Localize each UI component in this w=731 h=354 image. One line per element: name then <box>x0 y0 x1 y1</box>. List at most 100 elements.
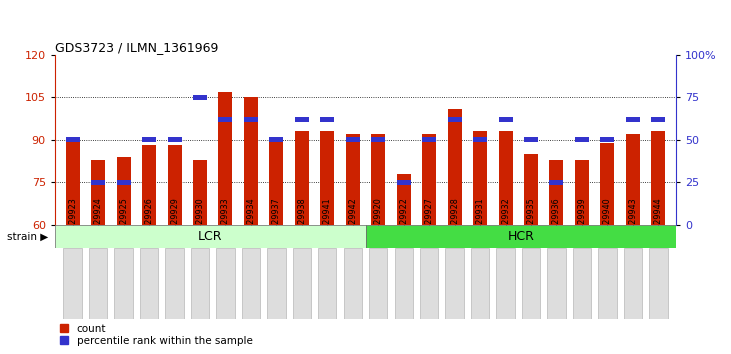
Bar <box>116 180 131 185</box>
Text: GSM429927: GSM429927 <box>425 198 433 246</box>
Bar <box>624 248 642 319</box>
Legend: count, percentile rank within the sample: count, percentile rank within the sample <box>60 324 253 346</box>
Bar <box>242 248 260 319</box>
Text: GSM429929: GSM429929 <box>170 198 179 246</box>
Text: GSM429937: GSM429937 <box>272 198 281 246</box>
Bar <box>55 225 366 248</box>
Bar <box>318 248 336 319</box>
Text: GSM429938: GSM429938 <box>298 198 306 246</box>
Bar <box>115 248 133 319</box>
Bar <box>395 248 413 319</box>
Bar <box>191 248 209 319</box>
Bar <box>142 145 156 225</box>
Bar <box>366 225 676 248</box>
Text: GSM429936: GSM429936 <box>552 198 561 246</box>
Bar <box>626 134 640 225</box>
Bar <box>397 174 411 225</box>
Text: LCR: LCR <box>198 230 222 243</box>
Text: GSM429922: GSM429922 <box>399 198 408 246</box>
Bar <box>371 137 385 142</box>
Bar <box>244 117 258 122</box>
Bar <box>91 180 105 185</box>
Bar <box>499 131 512 225</box>
Bar <box>600 143 615 225</box>
Text: GSM429934: GSM429934 <box>246 198 255 246</box>
Bar <box>573 248 591 319</box>
Text: GSM429925: GSM429925 <box>119 198 128 246</box>
Bar <box>524 154 538 225</box>
Bar <box>473 131 487 225</box>
Bar <box>193 160 207 225</box>
Text: GSM429932: GSM429932 <box>501 198 510 246</box>
Bar <box>346 134 360 225</box>
Text: GDS3723 / ILMN_1361969: GDS3723 / ILMN_1361969 <box>55 41 218 54</box>
Bar <box>344 248 362 319</box>
Bar <box>219 117 232 122</box>
Bar <box>269 137 284 142</box>
Bar <box>295 117 308 122</box>
Bar <box>244 97 258 225</box>
Text: GSM429931: GSM429931 <box>476 198 485 246</box>
Bar <box>268 248 286 319</box>
Bar <box>445 248 463 319</box>
Bar <box>499 117 512 122</box>
Text: GSM429933: GSM429933 <box>221 198 230 246</box>
Bar <box>473 137 487 142</box>
Bar <box>66 137 80 142</box>
Bar <box>369 248 387 319</box>
Bar <box>524 137 538 142</box>
Bar <box>346 137 360 142</box>
Bar <box>216 248 235 319</box>
Bar <box>649 248 667 319</box>
Bar <box>598 248 616 319</box>
Text: GSM429939: GSM429939 <box>577 198 586 246</box>
Bar <box>269 137 284 225</box>
Bar <box>423 137 436 142</box>
Bar <box>292 248 311 319</box>
Text: GSM429924: GSM429924 <box>94 198 102 246</box>
Bar <box>651 117 665 122</box>
Bar <box>165 248 183 319</box>
Bar <box>575 137 589 142</box>
Text: GSM429930: GSM429930 <box>195 198 205 246</box>
Bar <box>423 134 436 225</box>
Bar <box>550 180 564 185</box>
Bar <box>548 248 566 319</box>
Text: GSM429942: GSM429942 <box>348 198 357 246</box>
Bar <box>66 140 80 225</box>
Text: HCR: HCR <box>507 230 534 243</box>
Bar <box>167 145 181 225</box>
Bar <box>320 131 334 225</box>
Bar <box>64 248 82 319</box>
Text: GSM429920: GSM429920 <box>374 198 383 246</box>
Text: GSM429926: GSM429926 <box>145 198 154 246</box>
Bar <box>89 248 107 319</box>
Bar <box>496 248 515 319</box>
Bar <box>600 137 615 142</box>
Bar <box>320 117 334 122</box>
Bar <box>522 248 540 319</box>
Bar <box>193 95 207 100</box>
Text: GSM429940: GSM429940 <box>603 198 612 246</box>
Text: GSM429928: GSM429928 <box>450 198 459 246</box>
Bar <box>140 248 158 319</box>
Bar <box>471 248 489 319</box>
Text: GSM429943: GSM429943 <box>629 198 637 246</box>
Bar <box>295 131 308 225</box>
Text: GSM429941: GSM429941 <box>323 198 332 246</box>
Bar <box>575 160 589 225</box>
Bar <box>142 137 156 142</box>
Bar <box>626 117 640 122</box>
Bar <box>371 134 385 225</box>
Bar <box>167 137 181 142</box>
Bar <box>91 160 105 225</box>
Bar <box>219 92 232 225</box>
Text: GSM429923: GSM429923 <box>68 198 77 246</box>
Bar <box>116 157 131 225</box>
Bar <box>447 109 462 225</box>
Bar <box>447 117 462 122</box>
Text: strain ▶: strain ▶ <box>7 231 48 241</box>
Text: GSM429944: GSM429944 <box>654 198 663 246</box>
Bar <box>397 180 411 185</box>
Bar <box>651 131 665 225</box>
